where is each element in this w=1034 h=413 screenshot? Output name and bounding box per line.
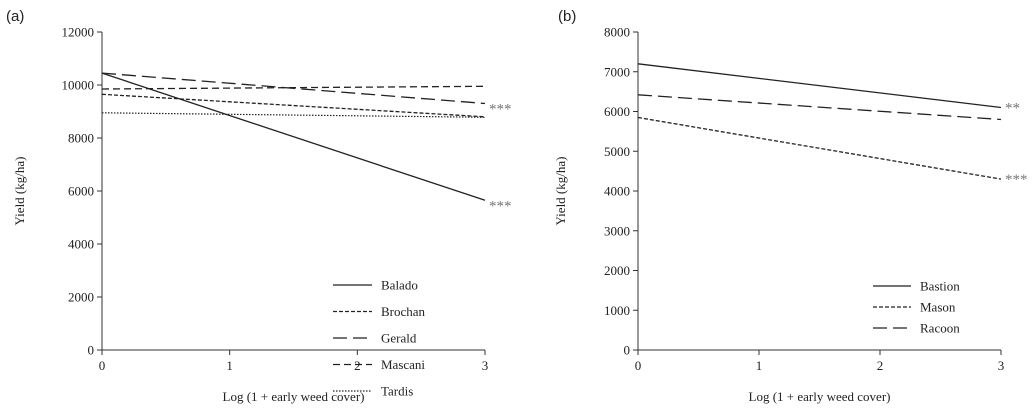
legend-label: Mason bbox=[920, 300, 956, 315]
panel-label: (b) bbox=[558, 8, 576, 25]
significance-marker: ** bbox=[1005, 101, 1020, 117]
legend-label: Brochan bbox=[381, 304, 426, 319]
y-tick-label: 8000 bbox=[68, 131, 94, 146]
x-tick-label: 3 bbox=[998, 358, 1005, 373]
legend-label: Bastion bbox=[920, 279, 960, 294]
y-tick-label: 0 bbox=[88, 343, 95, 358]
legend-label: Balado bbox=[381, 278, 418, 293]
legend-label: Racoon bbox=[920, 321, 960, 336]
y-tick-label: 3000 bbox=[604, 223, 630, 238]
y-tick-label: 6000 bbox=[604, 104, 630, 119]
y-axis-label: Yield (kg/ha) bbox=[12, 157, 27, 226]
legend-label: Tardis bbox=[381, 384, 413, 399]
y-tick-label: 12000 bbox=[62, 25, 95, 40]
series-line-mason bbox=[637, 116, 1002, 180]
legend: Balado Brochan Gerald Mascani Tardis bbox=[333, 278, 426, 399]
y-tick-label: 6000 bbox=[68, 184, 94, 199]
series-line-brochan bbox=[101, 93, 486, 118]
x-tick-label: 1 bbox=[756, 358, 763, 373]
y-tick-label: 5000 bbox=[604, 144, 630, 159]
y-tick-label: 4000 bbox=[604, 184, 630, 199]
series-line-racoon bbox=[637, 94, 1002, 121]
y-tick-label: 2000 bbox=[604, 263, 630, 278]
y-axis-label: Yield (kg/ha) bbox=[553, 157, 568, 226]
y-tick-label: 1000 bbox=[604, 303, 630, 318]
chart-panel-a: (a) 0 2000 4000 6000 8000 10000 12000 0 1 2 3 Log (1… bbox=[6, 8, 512, 404]
x-axis-label: Log (1 + early weed cover) bbox=[749, 389, 891, 404]
y-tick-label: 8000 bbox=[604, 25, 630, 40]
y-tick-label: 4000 bbox=[68, 237, 94, 252]
y-tick-label: 2000 bbox=[68, 290, 94, 305]
significance-marker: *** bbox=[1005, 172, 1028, 188]
legend-label: Mascani bbox=[381, 357, 425, 372]
x-tick-label: 1 bbox=[226, 358, 233, 373]
y-tick-label: 7000 bbox=[604, 64, 630, 79]
legend-label: Gerald bbox=[381, 331, 417, 346]
x-tick-label: 2 bbox=[877, 358, 884, 373]
series-line-tardis bbox=[101, 112, 486, 118]
x-axis-label: Log (1 + early weed cover) bbox=[223, 389, 365, 404]
legend: Bastion Mason Racoon bbox=[873, 279, 960, 336]
panel-label: (a) bbox=[6, 8, 24, 25]
x-tick-label: 3 bbox=[482, 358, 489, 373]
y-tick-label: 0 bbox=[624, 343, 631, 358]
y-tick-label: 10000 bbox=[62, 78, 95, 93]
significance-marker: *** bbox=[489, 198, 512, 214]
x-tick-label: 0 bbox=[99, 358, 106, 373]
x-tick-label: 2 bbox=[354, 358, 361, 373]
series-line-mascani bbox=[101, 85, 486, 90]
chart-panel-b: (b) 0 1000 2000 3000 4000 5000 6000 7000 8000 0 1 2 3… bbox=[553, 8, 1028, 404]
x-tick-label: 0 bbox=[635, 358, 642, 373]
significance-marker: *** bbox=[489, 102, 512, 118]
series-line-bastion bbox=[637, 63, 1002, 109]
series-line-balado bbox=[101, 72, 486, 201]
